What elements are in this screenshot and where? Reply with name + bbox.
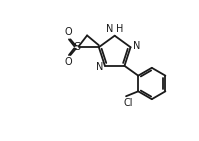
Text: N: N: [133, 41, 140, 51]
Text: N: N: [106, 24, 114, 34]
Text: Cl: Cl: [123, 98, 133, 108]
Text: O: O: [65, 57, 72, 67]
Text: O: O: [65, 27, 72, 37]
Text: N: N: [96, 62, 103, 72]
Text: S: S: [74, 42, 81, 52]
Text: H: H: [116, 24, 123, 34]
